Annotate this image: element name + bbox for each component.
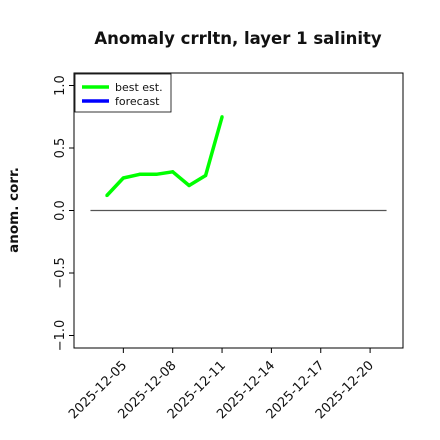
series-point-0-7: [220, 115, 224, 119]
y-tick-label: −1.0: [53, 320, 68, 352]
series-point-0-5: [187, 183, 191, 188]
series-point-0-1: [121, 176, 125, 180]
legend-label-0: best est.: [115, 81, 163, 94]
series-point-0-4: [171, 170, 175, 174]
series-point-0-3: [154, 172, 158, 176]
series-point-0-0: [105, 193, 109, 198]
y-tick-label: −0.5: [53, 257, 68, 289]
y-tick-label: 0.5: [53, 138, 68, 159]
y-tick-label: 1.0: [53, 75, 68, 96]
chart-title: Anomaly crrltn, layer 1 salinity: [94, 29, 382, 48]
series-point-0-6: [204, 173, 208, 178]
legend-label-1: forecast: [115, 95, 160, 108]
legend-box: [74, 73, 172, 113]
series-line-0: [105, 116, 224, 197]
plot-area: −1.0−0.50.00.51.02025-12-052025-12-08202…: [53, 72, 404, 422]
y-tick-label: 0.0: [53, 200, 68, 221]
y-axis-label: anom. corr.: [6, 167, 22, 253]
series-point-0-2: [138, 172, 142, 176]
legend: best est.forecast: [74, 73, 172, 113]
